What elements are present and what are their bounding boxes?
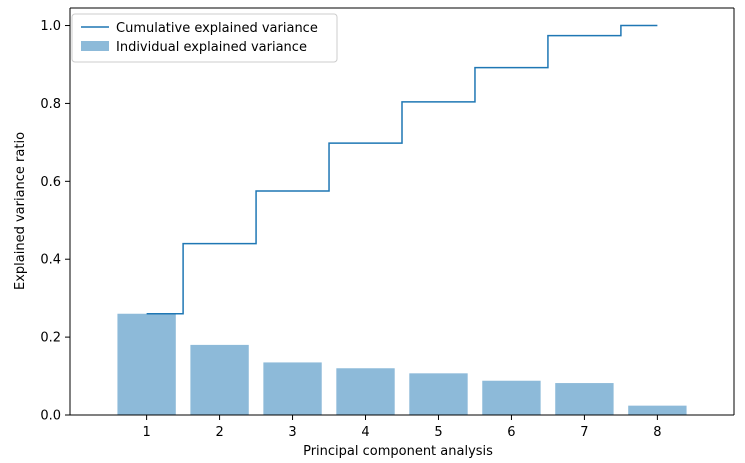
variance-bar-8 [628,405,687,415]
variance-bar-1 [117,313,176,415]
y-tick-label-0.8: 0.8 [40,97,61,112]
x-tick-label-1: 1 [142,425,150,440]
x-tick-label-7: 7 [580,425,588,440]
x-axis-label: Principal component analysis [303,444,493,459]
legend-cumulative-label: Cumulative explained variance [116,21,318,36]
variance-bar-6 [482,380,541,415]
y-tick-label-0.4: 0.4 [40,253,61,268]
variance-bar-2 [190,344,249,415]
y-tick-label-1.0: 1.0 [40,19,61,34]
x-tick-label-2: 2 [215,425,223,440]
variance-bar-4 [336,368,395,415]
legend-individual-label: Individual explained variance [116,40,307,55]
x-tick-label-6: 6 [507,425,515,440]
y-axis-label: Explained variance ratio [13,132,28,290]
cumulative-variance-step-line [146,24,658,315]
plot-background [70,8,734,415]
y-tick-label-0.0: 0.0 [40,409,61,424]
legend-individual-bar-swatch [81,41,109,51]
chart-legend: Cumulative explained variance Individual… [71,13,338,63]
plot-axes [69,7,735,416]
legend-frame [71,13,338,63]
x-axis-ticks: 1 2 3 4 5 6 7 8 [142,415,662,440]
variance-bar-3 [263,362,322,415]
variance-bar-5 [409,373,468,415]
x-tick-label-4: 4 [361,425,369,440]
y-tick-label-0.6: 0.6 [40,175,61,190]
x-tick-label-5: 5 [434,425,442,440]
individual-variance-bars [117,313,687,415]
x-tick-label-8: 8 [653,425,661,440]
x-tick-label-3: 3 [288,425,296,440]
y-tick-label-0.2: 0.2 [40,331,61,346]
y-axis-ticks: 0.0 0.2 0.4 0.6 0.8 1.0 [40,19,70,424]
variance-bar-7 [555,383,614,415]
